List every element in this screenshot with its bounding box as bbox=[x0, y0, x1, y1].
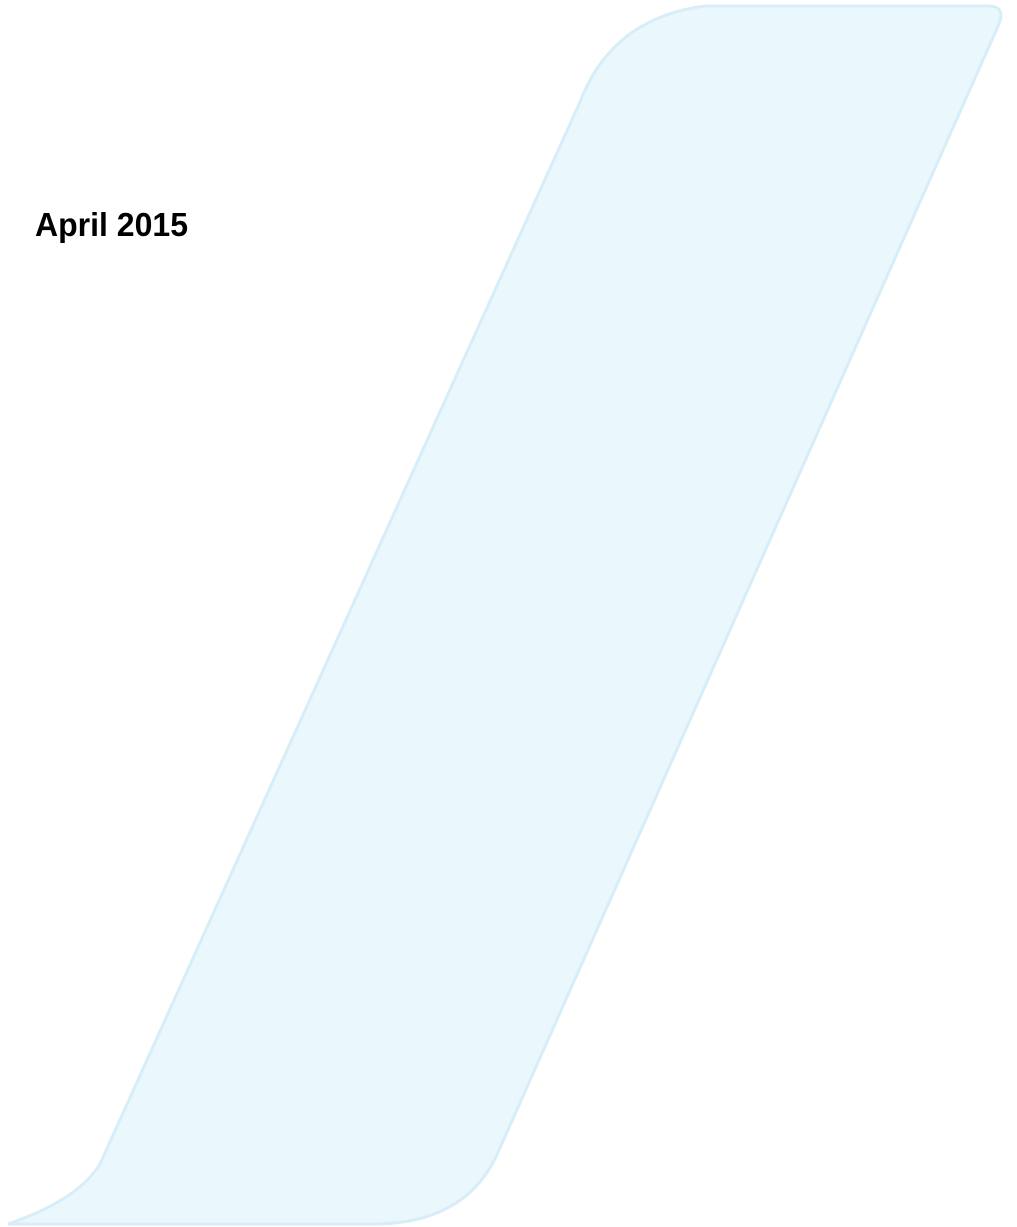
cover-date: April 2015 bbox=[35, 206, 188, 243]
background-shape bbox=[7, 4, 1003, 1226]
